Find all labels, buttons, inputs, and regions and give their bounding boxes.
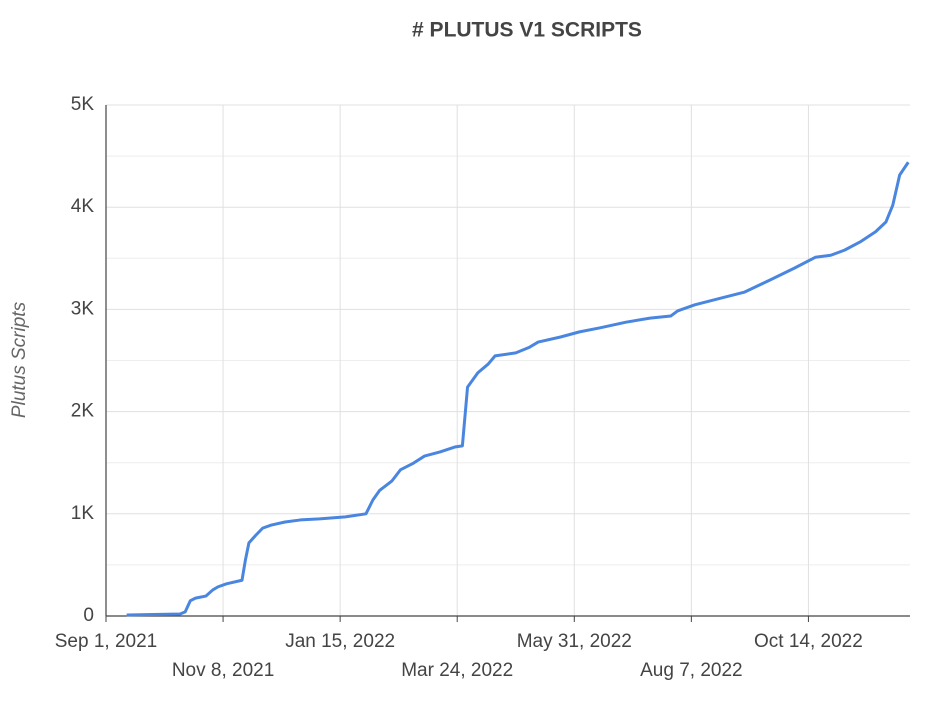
data-line (126, 161, 910, 617)
y-tick-label: 1K (71, 503, 95, 524)
x-tick-label: Jan 15, 2022 (285, 631, 395, 652)
x-tick-label: May 31, 2022 (517, 631, 632, 652)
x-tick-label: Nov 8, 2021 (172, 660, 274, 681)
x-tick-label: Aug 7, 2022 (640, 660, 742, 681)
y-tick-label: 3K (71, 298, 95, 319)
y-tick-label: 2K (71, 401, 95, 422)
x-tick-label: Oct 14, 2022 (754, 631, 863, 652)
y-tick-label: 0 (83, 605, 94, 626)
x-tick-label: Sep 1, 2021 (55, 631, 157, 652)
y-tick-label: 4K (71, 196, 95, 217)
x-tick-label: Mar 24, 2022 (401, 660, 513, 681)
y-tick-label: 5K (71, 94, 95, 115)
chart-title: # PLUTUS V1 SCRIPTS (412, 19, 642, 42)
y-axis-label: Plutus Scripts (9, 301, 30, 418)
